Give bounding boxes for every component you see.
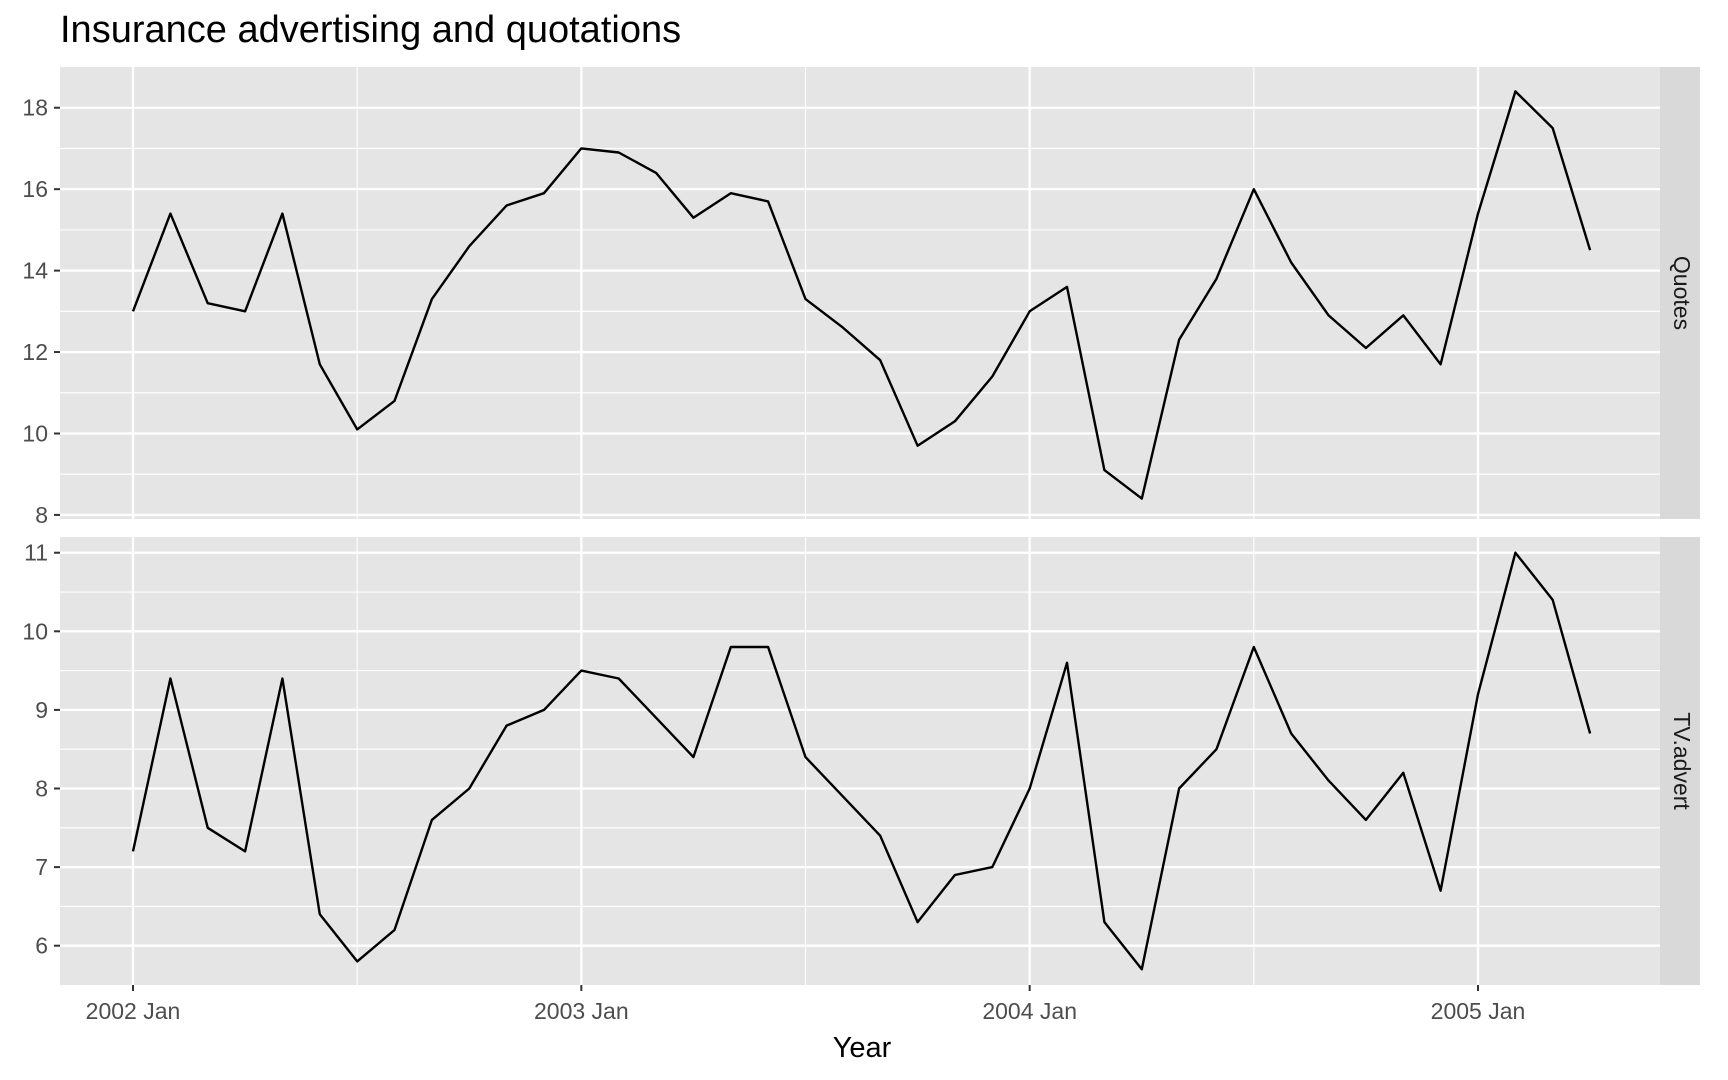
y-tick-label: 6 <box>35 933 48 959</box>
chart-title: Insurance advertising and quotations <box>60 9 681 51</box>
x-tick-label: 2003 Jan <box>534 998 629 1024</box>
y-tick-label: 10 <box>22 420 48 446</box>
facet-panel: 6 7 8 9 10 11 TV.advert <box>22 537 1700 985</box>
facet-strip-label: Quotes <box>1669 256 1695 330</box>
x-axis: 2002 Jan 2003 Jan 2004 Jan 2005 Jan <box>86 985 1526 1024</box>
y-tick-label: 8 <box>35 776 48 802</box>
y-tick-label: 18 <box>22 95 48 121</box>
facet-strip-label: TV.advert <box>1669 712 1695 810</box>
y-tick-label: 8 <box>35 502 48 528</box>
y-tick-label: 14 <box>22 258 48 284</box>
x-tick-label: 2002 Jan <box>86 998 181 1024</box>
y-tick-label: 11 <box>24 540 48 566</box>
series-line-quotes <box>131 90 1592 500</box>
panel-background <box>60 67 1660 519</box>
y-tick-label: 16 <box>22 176 48 202</box>
y-tick-label: 7 <box>35 854 48 880</box>
facet-strip <box>1660 537 1700 985</box>
facet-strip <box>1660 67 1700 519</box>
facet-panel: 8 10 12 14 16 18 Quotes <box>22 67 1700 528</box>
facets: 8 10 12 14 16 18 Quotes 6 7 8 9 10 11 TV.advert <box>22 67 1700 985</box>
panel-background <box>60 537 1660 985</box>
x-tick-label: 2005 Jan <box>1431 998 1526 1024</box>
series-line-tv-advert <box>131 551 1592 971</box>
y-tick-label: 10 <box>22 618 48 644</box>
x-tick-label: 2004 Jan <box>982 998 1077 1024</box>
x-axis-title: Year <box>833 1032 892 1064</box>
y-tick-label: 12 <box>22 339 48 365</box>
y-tick-label: 9 <box>35 697 48 723</box>
